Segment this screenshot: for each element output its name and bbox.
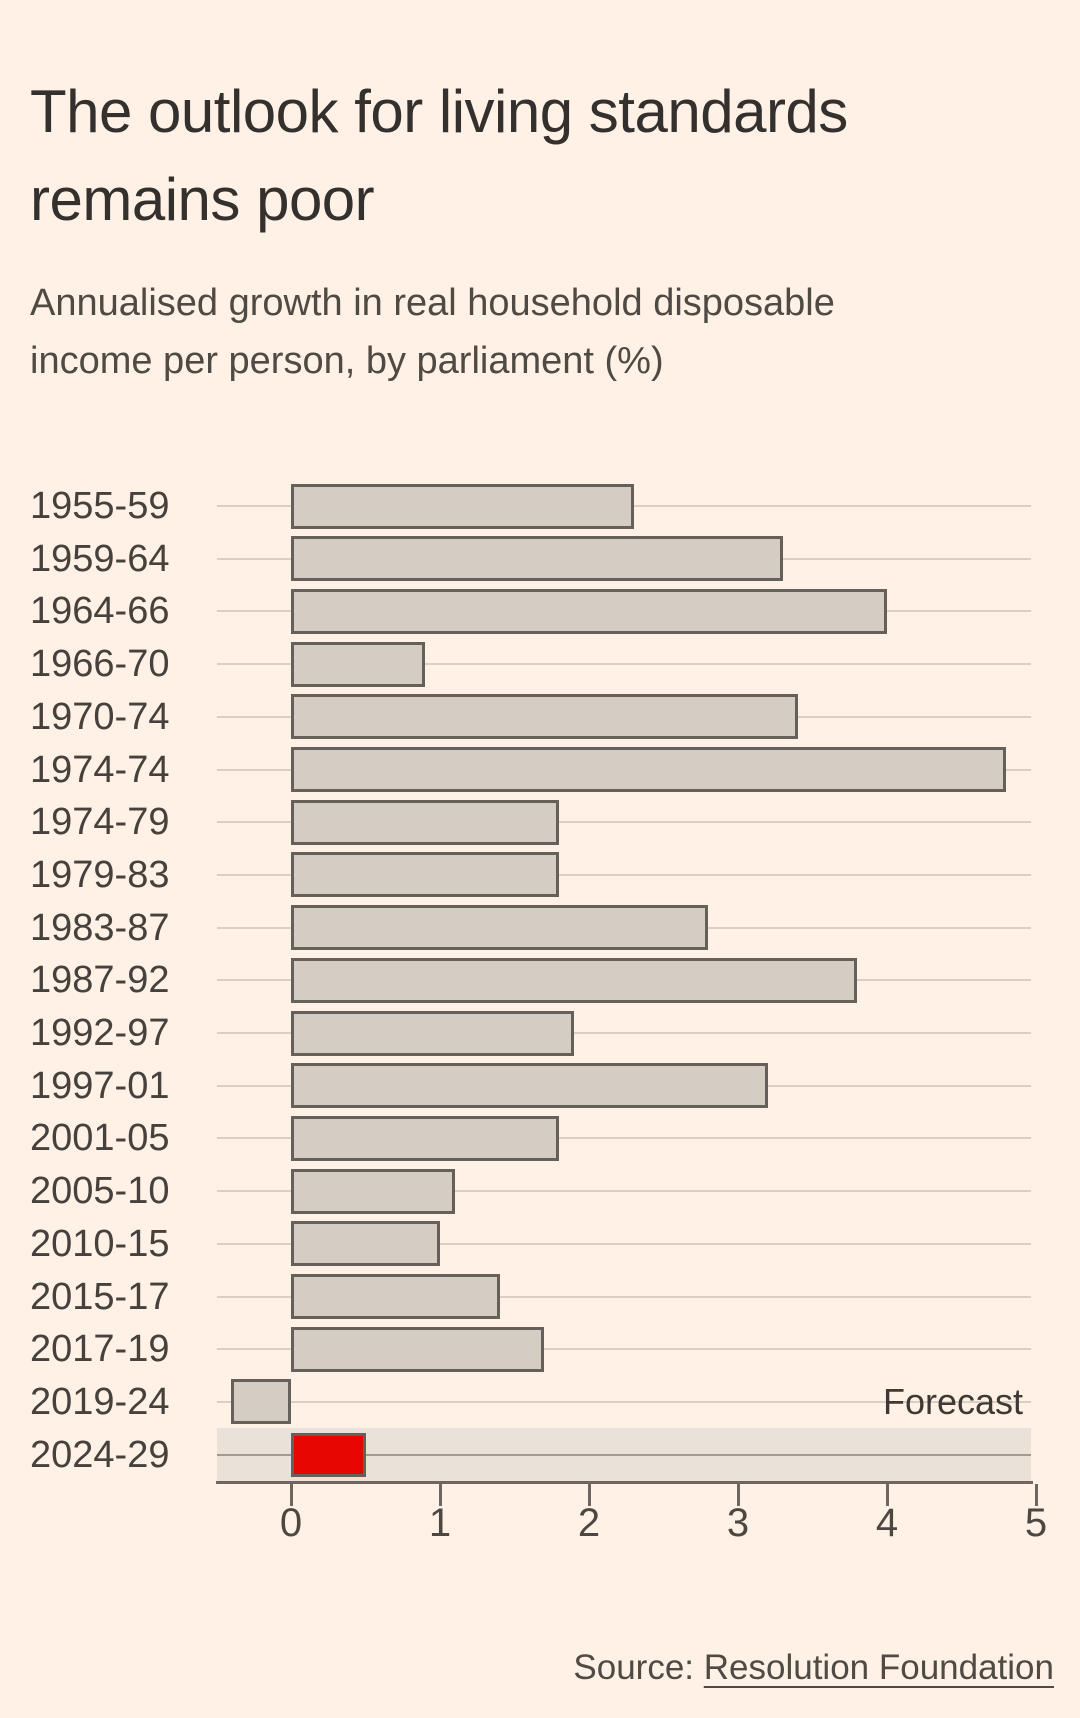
- bar: [291, 1010, 575, 1056]
- bar: [291, 905, 709, 951]
- bar: [291, 1115, 560, 1161]
- chart-title-line-1: The outlook for living standards: [30, 78, 848, 146]
- axis-tick-label: 3: [726, 1501, 750, 1545]
- axis-tick-label: 4: [875, 1501, 899, 1545]
- axis-tick-label: 2: [577, 1501, 601, 1545]
- gridline: [217, 1137, 1031, 1140]
- forecast-label: Forecast: [882, 1380, 1023, 1422]
- row-label: 1959-64: [30, 537, 170, 580]
- row-label: 1970-74: [30, 695, 170, 738]
- row-label: 2010-15: [30, 1222, 170, 1265]
- row-label: 2005-10: [30, 1170, 170, 1213]
- bar: [291, 1063, 768, 1109]
- gridline: [217, 1190, 1031, 1193]
- chart-subtitle-line-1: Annualised growth in real household disp…: [30, 282, 835, 324]
- chart-title-line-2: remains poor: [30, 166, 375, 234]
- axis-tick: [1034, 1484, 1038, 1506]
- axis-tick: [587, 1484, 591, 1506]
- gridline: [217, 1295, 1031, 1298]
- row-label: 1974-79: [30, 801, 170, 844]
- row-label: 1974-74: [30, 748, 170, 791]
- bar: [291, 1326, 545, 1372]
- axis-tick: [736, 1484, 740, 1506]
- axis-tick-label: 5: [1024, 1501, 1048, 1545]
- chart-title: The outlook for living standards remains…: [30, 68, 1040, 244]
- bar: [291, 1221, 440, 1267]
- source-prefix: Source:: [573, 1648, 704, 1687]
- source-link[interactable]: Resolution Foundation: [703, 1648, 1054, 1687]
- row-label: 1983-87: [30, 906, 170, 949]
- bar: [291, 641, 426, 687]
- row-label: 2019-24: [30, 1380, 170, 1423]
- gridline: [217, 1348, 1031, 1351]
- axis-line: [216, 1481, 1033, 1484]
- axis-tick: [289, 1484, 293, 1506]
- bar: [291, 588, 887, 634]
- gridline: [217, 1242, 1031, 1245]
- row-label: 2024-29: [30, 1433, 170, 1476]
- chart-subtitle: Annualised growth in real household disp…: [30, 274, 1040, 390]
- row-label: 2017-19: [30, 1328, 170, 1371]
- source-note: Source: Resolution Foundation: [573, 1645, 1054, 1691]
- gridline: [217, 1453, 1031, 1456]
- bar: [291, 852, 560, 898]
- row-label: 1964-66: [30, 590, 170, 633]
- chart-subtitle-line-2: income per person, by parliament (%): [30, 340, 664, 382]
- bar: [231, 1379, 291, 1425]
- bar: [291, 1168, 455, 1214]
- bar: [291, 799, 560, 845]
- row-label: 1966-70: [30, 643, 170, 686]
- axis-tick-label: 1: [428, 1501, 452, 1545]
- bar: [291, 536, 783, 582]
- row-label: 1997-01: [30, 1064, 170, 1107]
- row-label: 1955-59: [30, 485, 170, 527]
- gridline: [217, 663, 1031, 666]
- axis-tick: [438, 1484, 442, 1506]
- row-label: 1992-97: [30, 1012, 170, 1054]
- row-label: 1987-92: [30, 959, 170, 1002]
- gridline: [217, 821, 1031, 824]
- forecast-bar: [291, 1432, 366, 1477]
- row-label: 1979-83: [30, 853, 170, 896]
- bar: [291, 957, 858, 1003]
- bar: [291, 747, 1007, 792]
- gridline: [217, 1400, 1031, 1403]
- bar: [291, 483, 634, 529]
- axis-tick-label: 0: [279, 1501, 303, 1545]
- gridline: [217, 873, 1031, 876]
- bar: [291, 694, 798, 740]
- row-label: 2015-17: [30, 1275, 170, 1318]
- gridline: [217, 1032, 1031, 1034]
- axis-tick: [885, 1484, 889, 1506]
- bar: [291, 1274, 500, 1319]
- row-label: 2001-05: [30, 1117, 170, 1160]
